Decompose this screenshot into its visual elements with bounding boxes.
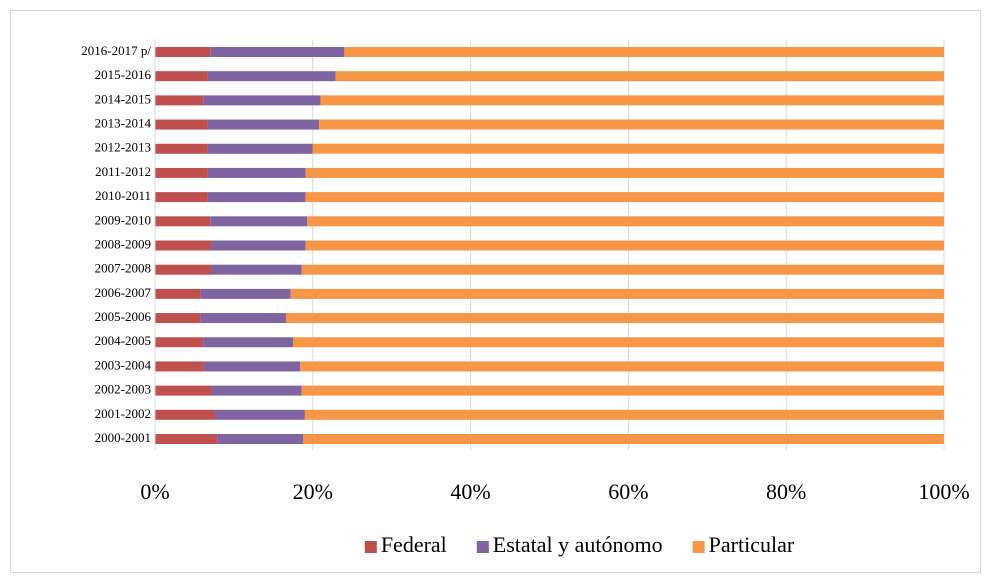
y-tick-label: 2005-2006 — [95, 309, 152, 324]
bar-segment — [200, 288, 291, 299]
bar-segment — [303, 434, 944, 444]
bar-segment — [200, 313, 286, 324]
bar-segment — [155, 409, 215, 420]
bar-segment — [305, 192, 945, 203]
bar-segment — [312, 143, 944, 154]
bar-segment — [335, 71, 944, 82]
bar-segment — [203, 361, 301, 372]
legend-swatch — [476, 541, 489, 553]
y-tick-label: 2010-2011 — [95, 188, 151, 203]
bar-segment — [217, 434, 304, 444]
bar-segment — [155, 119, 208, 130]
bar-segment — [155, 288, 201, 299]
bar-segment — [155, 47, 211, 57]
bar-segment — [207, 192, 306, 203]
bar-segment — [155, 143, 208, 154]
y-tick-label: 2014-2015 — [95, 91, 151, 106]
bar-segment — [214, 409, 305, 420]
y-tick-label: 2008-2009 — [95, 236, 151, 251]
x-tick-label: 40% — [450, 479, 490, 504]
bar-segment — [207, 119, 320, 130]
y-tick-label: 2000-2001 — [95, 430, 151, 445]
y-tick-label: 2002-2003 — [95, 382, 151, 397]
bar-segment — [155, 216, 211, 227]
y-tick-label: 2011-2012 — [95, 164, 151, 179]
x-tick-label: 80% — [766, 479, 806, 504]
legend-label: Federal — [381, 532, 447, 557]
y-tick-label: 2016-2017 p/ — [81, 43, 151, 58]
bar-segment — [155, 313, 201, 324]
bar-segment — [319, 119, 944, 130]
bar-segment — [155, 240, 212, 251]
bar-segment — [155, 385, 212, 396]
bar-segment — [285, 313, 944, 324]
x-tick-label: 100% — [918, 479, 969, 504]
bar-segment — [207, 167, 306, 178]
legend-swatch — [692, 541, 705, 553]
bar-segment — [207, 143, 313, 154]
bar-segment — [301, 264, 944, 275]
bar-segment — [203, 95, 321, 106]
bar-segment — [210, 216, 308, 227]
x-tick-label: 60% — [608, 479, 648, 504]
legend-label: Particular — [709, 532, 795, 557]
bar-segment — [155, 95, 204, 106]
bar-segment — [155, 192, 208, 203]
bar-segment — [155, 434, 218, 444]
bar-segment — [155, 337, 204, 348]
x-tick-label: 0% — [140, 479, 169, 504]
bar-segment — [155, 167, 208, 178]
bar-segment — [207, 71, 336, 82]
bar-segment — [307, 216, 945, 227]
bar-segment — [344, 47, 944, 57]
y-tick-label: 2012-2013 — [95, 140, 151, 155]
y-tick-label: 2007-2008 — [95, 261, 151, 276]
bar-segment — [155, 361, 204, 372]
bar-segment — [290, 288, 944, 299]
bar-segment — [211, 385, 302, 396]
bar-segment — [305, 240, 945, 251]
bar-segment — [305, 167, 945, 178]
bar-segment — [304, 409, 944, 420]
legend-label: Estatal y autónomo — [493, 532, 663, 557]
bar-segment — [210, 47, 345, 57]
bar-segment — [211, 264, 302, 275]
bar-segment — [320, 95, 944, 106]
y-tick-label: 2004-2005 — [95, 333, 151, 348]
bar-segment — [300, 361, 944, 372]
bar-segment — [293, 337, 944, 348]
bar-segment — [211, 240, 306, 251]
y-tick-label: 2006-2007 — [95, 285, 152, 300]
bar-segment — [155, 264, 212, 275]
bar-segment — [203, 337, 294, 348]
bar-segment — [301, 385, 944, 396]
y-tick-label: 2001-2002 — [95, 406, 151, 421]
y-tick-label: 2003-2004 — [95, 357, 152, 372]
y-tick-label: 2009-2010 — [95, 212, 151, 227]
y-tick-label: 2013-2014 — [95, 116, 152, 131]
x-tick-label: 20% — [293, 479, 333, 504]
legend-swatch — [364, 541, 377, 553]
y-tick-label: 2015-2016 — [95, 67, 152, 82]
bar-segment — [155, 71, 208, 82]
